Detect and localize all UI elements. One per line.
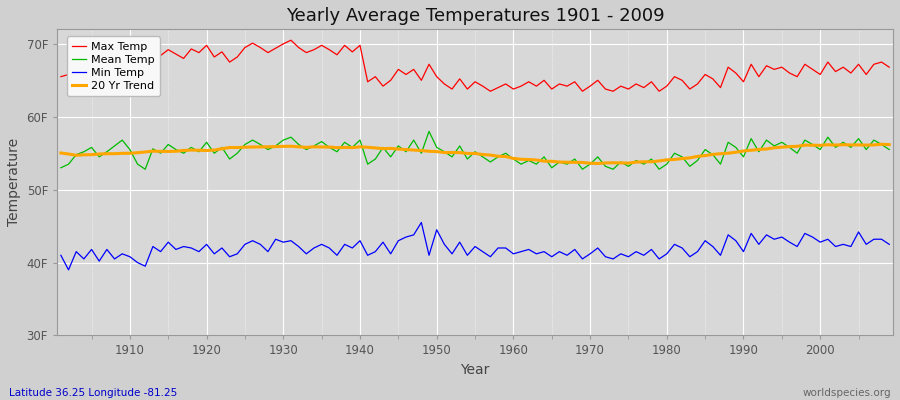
Mean Temp xyxy=(516,162,526,166)
Min Temp xyxy=(616,252,626,256)
Line: Min Temp: Min Temp xyxy=(61,222,889,270)
Mean Temp xyxy=(339,140,350,145)
Min Temp xyxy=(56,253,67,258)
Legend: Max Temp, Mean Temp, Min Temp, 20 Yr Trend: Max Temp, Mean Temp, Min Temp, 20 Yr Tre… xyxy=(67,36,160,96)
20 Yr Trend xyxy=(117,151,128,156)
Mean Temp xyxy=(424,129,435,134)
Mean Temp xyxy=(616,160,626,164)
Text: Latitude 36.25 Longitude -81.25: Latitude 36.25 Longitude -81.25 xyxy=(9,388,177,398)
Min Temp xyxy=(416,220,427,225)
20 Yr Trend xyxy=(500,154,511,159)
Line: 20 Yr Trend: 20 Yr Trend xyxy=(61,144,889,164)
20 Yr Trend xyxy=(884,142,895,147)
Mean Temp xyxy=(293,142,304,147)
Max Temp xyxy=(117,45,128,50)
Mean Temp xyxy=(523,158,534,163)
Y-axis label: Temperature: Temperature xyxy=(7,138,21,226)
Max Temp xyxy=(56,74,67,79)
Max Temp xyxy=(616,84,626,88)
Title: Yearly Average Temperatures 1901 - 2009: Yearly Average Temperatures 1901 - 2009 xyxy=(285,7,664,25)
20 Yr Trend xyxy=(331,145,342,150)
20 Yr Trend xyxy=(285,144,296,149)
Max Temp xyxy=(285,38,296,43)
Max Temp xyxy=(293,45,304,50)
Line: Mean Temp: Mean Temp xyxy=(61,131,889,169)
Mean Temp xyxy=(117,138,128,142)
X-axis label: Year: Year xyxy=(461,363,490,377)
Max Temp xyxy=(516,84,526,88)
20 Yr Trend xyxy=(877,142,887,147)
Max Temp xyxy=(339,43,350,48)
Min Temp xyxy=(516,249,526,254)
Mean Temp xyxy=(56,165,67,170)
20 Yr Trend xyxy=(592,161,603,166)
20 Yr Trend xyxy=(508,156,518,161)
Min Temp xyxy=(884,242,895,247)
Min Temp xyxy=(523,247,534,252)
Max Temp xyxy=(523,79,534,84)
Line: Max Temp: Max Temp xyxy=(61,40,889,91)
Min Temp xyxy=(124,254,135,259)
Min Temp xyxy=(63,268,74,272)
Max Temp xyxy=(884,65,895,70)
Text: worldspecies.org: worldspecies.org xyxy=(803,388,891,398)
Mean Temp xyxy=(884,147,895,152)
Max Temp xyxy=(485,89,496,94)
Min Temp xyxy=(293,244,304,249)
Mean Temp xyxy=(140,167,150,172)
20 Yr Trend xyxy=(56,150,67,155)
20 Yr Trend xyxy=(608,160,618,165)
Min Temp xyxy=(339,242,350,247)
